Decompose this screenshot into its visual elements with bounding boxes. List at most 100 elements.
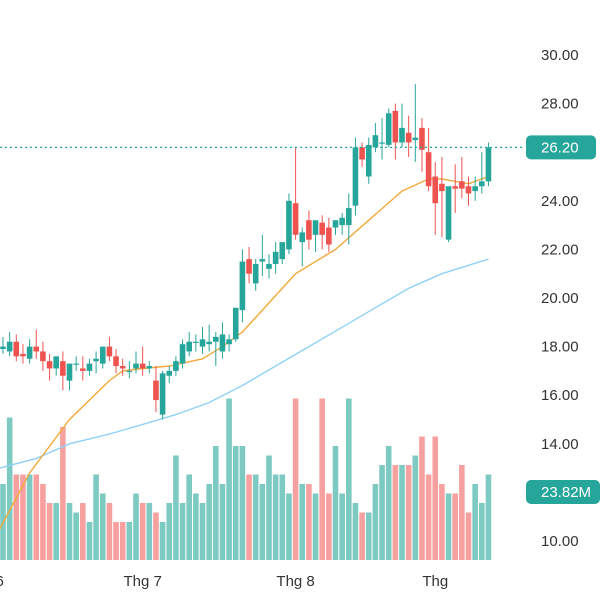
volume-bar	[292, 398, 299, 560]
candle	[266, 254, 272, 279]
y-tick-label: 14.00	[541, 436, 579, 453]
volume-bar	[80, 503, 86, 560]
candle	[33, 329, 40, 359]
x-axis: 6 Thg 7 Thg 8 Thg	[0, 573, 448, 590]
candle	[146, 361, 153, 374]
candle	[252, 259, 259, 291]
volume-bar	[40, 484, 46, 560]
candle	[6, 332, 13, 357]
candle	[186, 332, 192, 357]
y-tick-label: 22.00	[541, 241, 579, 258]
volume-bar	[73, 512, 79, 560]
volume-bar	[219, 484, 226, 560]
candle-body	[266, 263, 272, 269]
candle-body	[153, 380, 159, 401]
volume-bar	[425, 474, 432, 560]
candle-body	[219, 334, 226, 352]
candle	[153, 366, 159, 413]
volume-bar	[86, 522, 93, 560]
candle-body	[166, 370, 173, 376]
candle-body	[146, 366, 153, 369]
volume-bar	[159, 522, 166, 560]
volume-bar	[279, 474, 286, 560]
volume-bar	[465, 512, 472, 560]
volume-bar	[199, 503, 206, 560]
candle-body	[66, 363, 73, 381]
candle-body	[279, 242, 286, 260]
volume-bar	[146, 503, 153, 560]
volume-bar	[139, 503, 146, 560]
volume-badge	[526, 480, 600, 504]
candle	[166, 366, 173, 384]
candle-body	[80, 368, 86, 371]
candle	[119, 358, 126, 376]
candle-body	[439, 183, 445, 192]
y-tick-label: 16.00	[541, 387, 579, 404]
candle	[392, 103, 399, 160]
volume-bar	[359, 512, 365, 560]
candle-body	[73, 363, 79, 365]
candle	[452, 164, 458, 213]
candle	[0, 336, 6, 354]
candle-body	[459, 181, 465, 189]
candle	[412, 84, 419, 162]
candle	[179, 339, 186, 369]
volume-label: 23.82M	[541, 484, 591, 501]
candle	[73, 356, 79, 371]
candle	[199, 327, 206, 354]
candle	[465, 176, 472, 206]
price-badges: 26.20 23.82M	[526, 135, 600, 504]
volume-bar	[479, 503, 485, 560]
moving-average-long	[0, 258, 489, 469]
candle	[405, 115, 412, 158]
candle	[139, 346, 146, 376]
volume-bar	[179, 503, 186, 560]
candle	[133, 351, 139, 374]
volume-bar	[346, 398, 352, 560]
candle-body	[232, 307, 239, 340]
y-tick-label: 10.00	[541, 533, 579, 550]
candle-body	[179, 344, 186, 364]
y-axis: 30.0028.0026.0024.0022.0020.0018.0016.00…	[541, 47, 579, 550]
volume-bar	[20, 474, 26, 560]
candle-body	[53, 356, 59, 369]
candle-body	[479, 181, 485, 187]
candle	[53, 356, 59, 376]
volume-bar	[319, 398, 325, 560]
candle-body	[259, 259, 266, 262]
volume-bar	[339, 493, 345, 560]
candle	[485, 142, 492, 187]
candle	[99, 346, 106, 369]
candle-body	[372, 135, 379, 148]
candle	[219, 322, 226, 359]
volume-bar	[186, 474, 192, 560]
candle	[246, 246, 252, 284]
candle-body	[339, 217, 345, 226]
candle-body	[246, 259, 252, 274]
volume-bar	[485, 474, 492, 560]
volume-bar	[266, 455, 272, 560]
volume-bar	[246, 474, 252, 560]
last-price-badge	[526, 135, 596, 160]
candle	[365, 137, 372, 184]
candle-body	[312, 220, 319, 235]
volume-bars	[0, 398, 492, 560]
volume-bar	[472, 484, 478, 560]
candle-body	[299, 232, 306, 243]
volume-bar	[306, 484, 312, 560]
volume-bar	[166, 503, 173, 560]
candle	[272, 242, 279, 274]
volume-bar	[326, 493, 332, 560]
volume-bar	[365, 512, 372, 560]
volume-bar	[372, 484, 379, 560]
x-tick-label: Thg	[422, 573, 448, 590]
volume-bar	[452, 493, 458, 560]
candle	[439, 157, 445, 238]
volume-bar	[13, 474, 20, 560]
candle-body	[213, 336, 219, 342]
candle-body	[332, 220, 339, 228]
candle-body	[93, 358, 99, 362]
candle-body	[46, 361, 53, 369]
volume-bar	[392, 465, 399, 560]
